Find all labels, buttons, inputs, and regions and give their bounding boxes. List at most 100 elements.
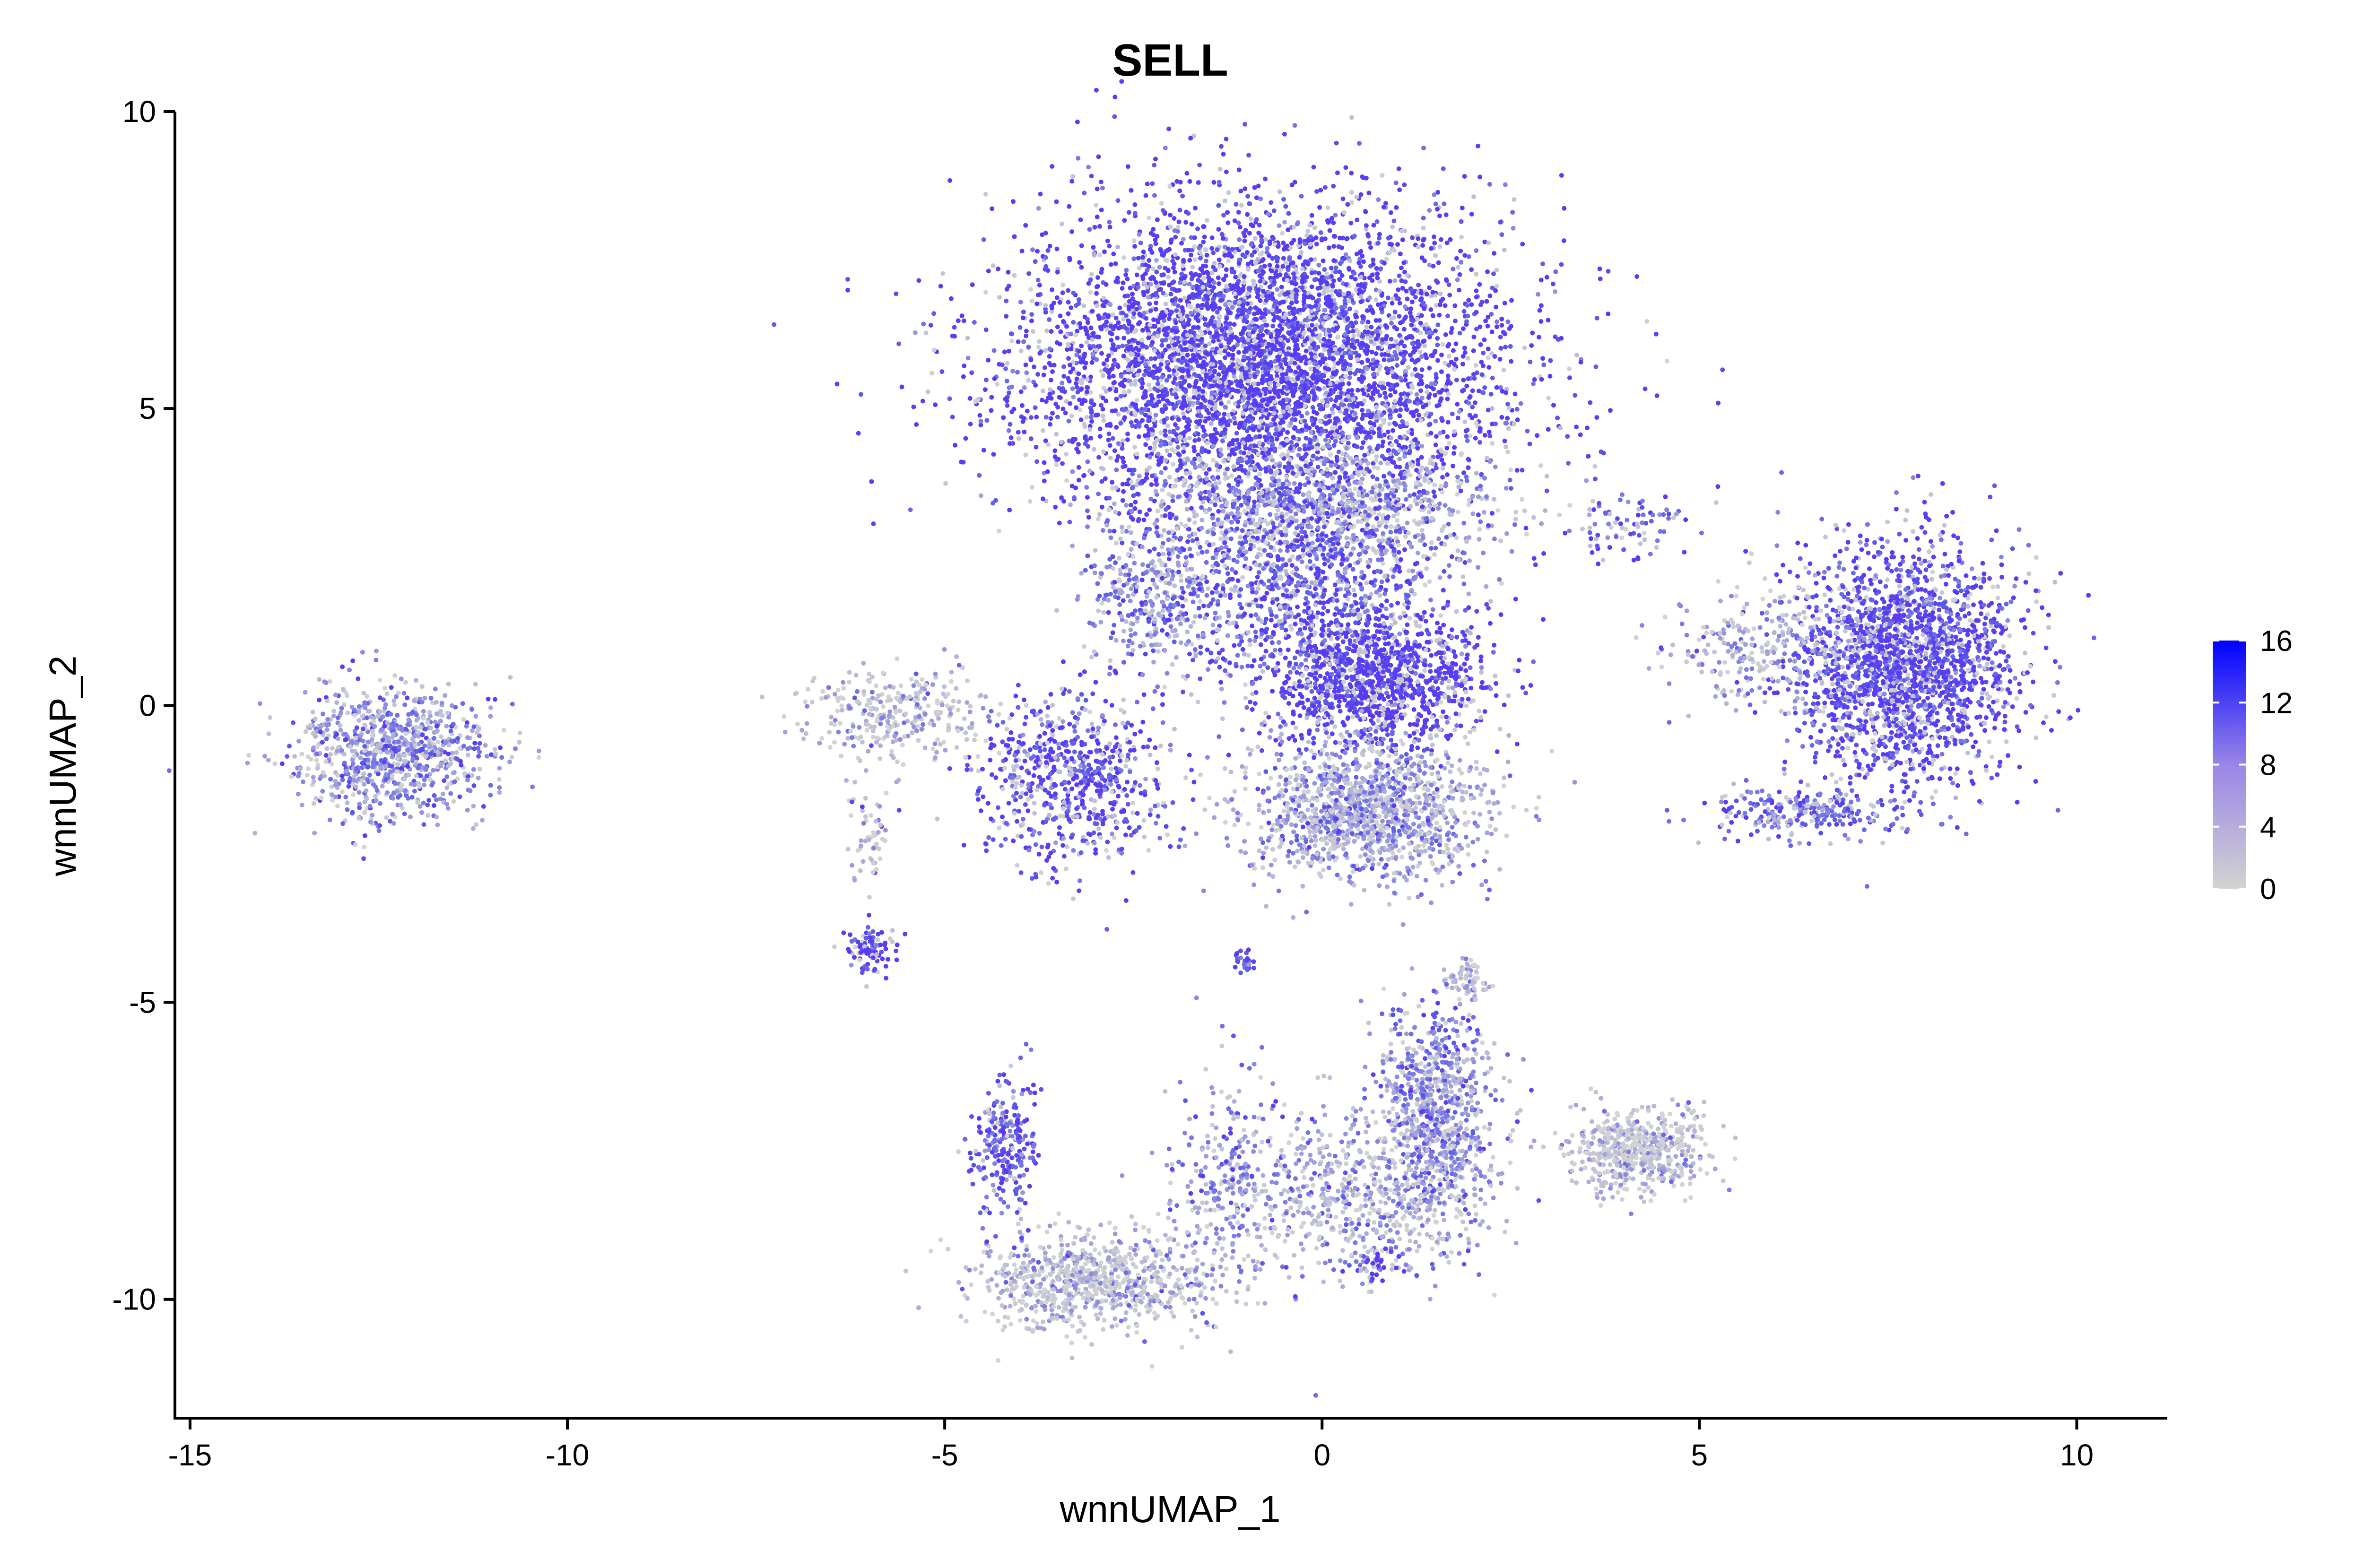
cell-point — [1018, 325, 1023, 330]
cell-point — [1258, 197, 1263, 201]
cell-point — [1655, 393, 1660, 398]
cell-point — [1378, 364, 1383, 369]
cell-point — [1287, 305, 1292, 310]
cell-point — [1292, 361, 1297, 365]
cell-point — [1312, 277, 1317, 282]
cell-point — [1431, 387, 1436, 391]
cell-point — [1585, 425, 1590, 430]
cell-point — [1165, 360, 1169, 364]
cell-point — [1245, 212, 1250, 217]
cell-point — [1151, 335, 1156, 340]
cell-point — [1223, 345, 1227, 349]
cell-point — [1334, 326, 1339, 330]
cell-point — [1376, 197, 1381, 202]
cell-point — [1036, 345, 1041, 349]
cell-point — [1166, 127, 1171, 131]
cell-point — [1462, 346, 1467, 350]
cell-point — [1286, 227, 1290, 232]
cell-point — [1311, 405, 1315, 410]
cell-point — [1382, 474, 1386, 478]
cell-point — [1111, 346, 1116, 351]
cell-point — [1377, 393, 1382, 398]
cell-point — [1077, 372, 1081, 376]
cell-point — [1132, 238, 1137, 243]
cell-point — [1005, 403, 1010, 408]
cell-point — [1391, 460, 1396, 465]
cell-point — [1377, 289, 1382, 294]
cell-point — [1254, 387, 1259, 391]
cell-point — [1291, 260, 1295, 265]
cell-point — [1487, 294, 1492, 298]
cell-point — [1539, 277, 1544, 282]
cell-point — [1252, 500, 1257, 504]
cell-point — [1474, 295, 1479, 300]
cell-point — [1318, 188, 1323, 192]
cell-point — [1005, 379, 1009, 383]
cell-point — [1553, 269, 1558, 274]
cell-point — [1084, 485, 1089, 490]
cell-point — [1127, 299, 1132, 304]
cell-point — [1312, 409, 1316, 414]
cell-point — [1228, 419, 1233, 424]
cell-point — [1163, 327, 1168, 331]
cell-point — [1226, 190, 1231, 195]
cell-point — [1349, 200, 1354, 205]
cell-point — [1127, 210, 1131, 215]
cell-point — [1087, 227, 1092, 232]
cell-point — [1097, 344, 1102, 349]
cell-point — [1021, 339, 1026, 344]
cell-point — [1136, 256, 1141, 260]
cell-point — [1108, 302, 1112, 307]
cell-point — [1551, 282, 1556, 286]
cell-point — [1271, 318, 1276, 323]
cell-point — [1222, 253, 1227, 258]
cell-point — [1188, 136, 1193, 140]
cell-point — [1242, 274, 1247, 279]
cell-point — [1439, 237, 1443, 242]
cell-point — [1003, 397, 1008, 402]
cell-point — [1143, 442, 1148, 447]
cell-point — [1141, 290, 1146, 295]
cell-point — [1188, 475, 1192, 480]
cell-point — [1217, 320, 1221, 324]
cell-point — [1250, 320, 1254, 325]
cell-point — [1143, 433, 1147, 438]
cell-point — [1333, 470, 1338, 475]
cell-point — [1260, 258, 1265, 263]
cell-point — [1392, 325, 1397, 329]
cell-point — [1158, 443, 1163, 448]
cell-point — [1349, 115, 1354, 120]
cell-point — [1312, 397, 1317, 402]
cell-point — [1433, 253, 1438, 258]
cell-point — [1137, 434, 1141, 439]
cell-point — [1439, 396, 1443, 401]
cell-point — [1009, 338, 1014, 343]
cell-point — [1249, 443, 1253, 448]
cell-point — [1145, 289, 1150, 294]
cell-point — [1079, 360, 1084, 364]
cell-point — [1294, 356, 1299, 361]
cell-point — [1377, 426, 1382, 431]
cell-point — [1210, 235, 1215, 240]
cell-point — [1430, 290, 1435, 295]
cell-point — [1295, 289, 1299, 294]
cell-point — [1340, 344, 1345, 349]
cell-point — [1559, 262, 1564, 267]
cell-point — [1163, 146, 1168, 150]
cell-point — [1073, 333, 1078, 338]
cell-point — [1024, 371, 1029, 375]
cell-point — [1314, 235, 1319, 240]
cell-point — [1167, 283, 1172, 287]
cell-point — [1359, 445, 1364, 450]
cell-point — [1245, 250, 1250, 255]
cell-point — [1490, 441, 1495, 446]
cell-point — [1077, 465, 1081, 470]
cell-point — [1260, 377, 1265, 382]
cell-point — [1308, 366, 1313, 371]
cell-point — [1398, 376, 1403, 381]
cell-point — [1212, 261, 1217, 266]
cell-point — [1189, 253, 1193, 258]
cell-point — [1191, 292, 1196, 297]
cell-point — [1418, 388, 1423, 393]
cell-point — [1289, 301, 1294, 306]
